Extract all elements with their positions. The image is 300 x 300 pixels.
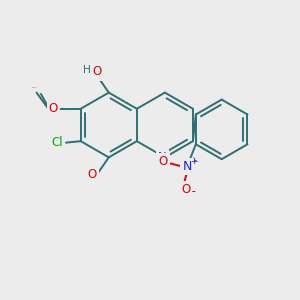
Text: methoxy: methoxy bbox=[32, 87, 38, 88]
Text: -: - bbox=[191, 186, 195, 197]
Text: H: H bbox=[83, 65, 91, 75]
Text: O: O bbox=[159, 155, 168, 169]
Text: O: O bbox=[49, 102, 58, 115]
Text: H: H bbox=[83, 63, 91, 73]
Text: Cl: Cl bbox=[51, 136, 63, 149]
Text: H: H bbox=[93, 176, 101, 186]
Text: O: O bbox=[159, 155, 168, 169]
Text: O: O bbox=[87, 169, 97, 182]
Text: +: + bbox=[189, 156, 197, 165]
Text: -: - bbox=[191, 186, 195, 197]
Text: N: N bbox=[158, 152, 167, 164]
Text: N: N bbox=[158, 152, 167, 164]
Text: N: N bbox=[182, 160, 192, 173]
Text: N: N bbox=[182, 160, 192, 173]
Text: O: O bbox=[87, 168, 97, 181]
Text: Cl: Cl bbox=[51, 136, 63, 149]
Text: +: + bbox=[190, 157, 197, 166]
Text: O: O bbox=[181, 183, 190, 196]
Text: O: O bbox=[181, 183, 190, 196]
Text: O: O bbox=[49, 102, 58, 115]
Text: H: H bbox=[92, 175, 100, 185]
Text: O: O bbox=[89, 65, 99, 79]
Text: O: O bbox=[92, 65, 102, 79]
